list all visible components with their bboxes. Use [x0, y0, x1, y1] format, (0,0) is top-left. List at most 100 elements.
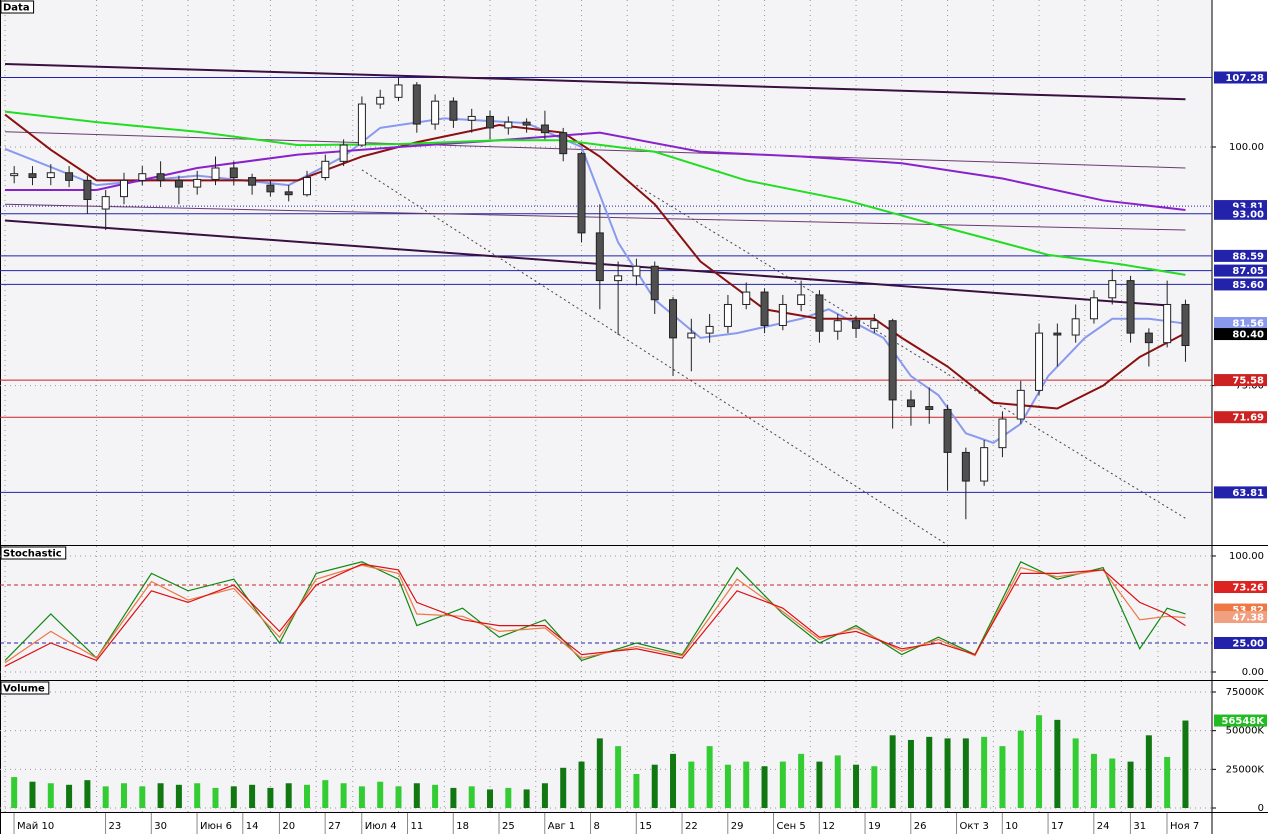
volume-bar	[304, 784, 311, 809]
volume-bar	[450, 787, 457, 809]
axis-label: 85.60	[1232, 280, 1264, 291]
volume-bar	[157, 783, 164, 809]
candle-body	[394, 84, 403, 98]
candle-body	[10, 173, 19, 177]
candle-body	[339, 144, 348, 162]
volume-bar	[340, 783, 347, 809]
candle-body	[723, 303, 732, 327]
y-tick-label: 100.00	[1229, 142, 1264, 153]
axis-label-box	[1214, 264, 1267, 277]
volume-bar	[175, 784, 182, 809]
trend-line	[5, 203, 1186, 231]
x-tick-label: 23	[109, 821, 122, 832]
volume-bar	[194, 783, 201, 809]
volume-bar	[358, 786, 365, 809]
volume-bar	[816, 761, 823, 809]
candle-body	[46, 172, 55, 179]
x-tick-label: 26	[914, 821, 927, 832]
volume-bar	[47, 783, 54, 809]
candle-body	[504, 121, 513, 129]
volume-bar	[1145, 735, 1152, 809]
candle-body	[1089, 297, 1098, 320]
x-tick-label: Июл 4	[365, 821, 397, 832]
axis-label-box	[1214, 486, 1267, 499]
volume-bar	[487, 789, 494, 809]
x-tick-label: 14	[246, 821, 259, 832]
candle-body	[486, 115, 495, 129]
axis-label-box	[1214, 278, 1267, 291]
volume-bar	[1109, 758, 1116, 809]
volume-bar	[505, 787, 512, 809]
axis-label: 75.58	[1232, 376, 1264, 387]
volume-bar	[743, 761, 750, 809]
volume-bar	[871, 766, 878, 809]
candle-body	[650, 265, 659, 301]
volume-bar	[1164, 756, 1171, 809]
volume-bar	[139, 786, 146, 809]
x-tick-label: 18	[456, 821, 469, 832]
candle-body	[522, 121, 531, 126]
candle-body	[193, 178, 202, 188]
y-tick-label: 0	[1258, 803, 1264, 814]
candle-body	[595, 232, 604, 282]
candle-body	[833, 320, 842, 332]
candle-body	[852, 320, 861, 329]
y-tick-label: 50000K	[1226, 726, 1265, 737]
candle-body	[449, 100, 458, 121]
candle-body	[577, 153, 586, 234]
axis-label-box	[1214, 316, 1267, 329]
x-tick-label: 15	[639, 821, 652, 832]
panel-title-box	[0, 681, 50, 695]
volume-bar	[1127, 761, 1134, 809]
candle-body	[906, 399, 915, 408]
volume-bar	[322, 780, 329, 809]
volume-bar	[688, 761, 695, 809]
candle-body	[101, 196, 110, 210]
volume-bar	[1054, 719, 1061, 809]
candle-body	[229, 167, 238, 179]
candle-body	[156, 173, 165, 181]
y-tick-label: 100.00	[1229, 551, 1264, 562]
volume-bar	[1182, 720, 1189, 809]
moving-average	[4, 113, 1186, 410]
volume-bar	[120, 783, 127, 809]
volume-bar	[578, 761, 585, 809]
candle-body	[248, 177, 257, 186]
candle-body	[321, 160, 330, 179]
volume-bar	[84, 780, 91, 809]
axis-label-box	[1214, 71, 1267, 84]
candle-body	[797, 294, 806, 305]
volume-bar	[615, 746, 622, 809]
volume-bar	[212, 787, 219, 809]
x-tick-label: 30	[154, 821, 167, 832]
volume-bar	[560, 767, 567, 809]
trend-line	[5, 131, 1186, 169]
x-tick-label: Окт 3	[960, 821, 989, 832]
axis-label: 87.05	[1232, 266, 1264, 277]
candle-body	[1053, 332, 1062, 336]
candle-body	[1071, 318, 1080, 336]
trend-line	[361, 169, 948, 546]
candle-body	[1144, 332, 1153, 344]
candle-body	[174, 179, 183, 188]
candle-body	[303, 177, 312, 196]
candle-body	[815, 294, 824, 332]
candle-body	[632, 265, 641, 277]
x-tick-label: 19	[868, 821, 881, 832]
candle-body	[412, 84, 421, 125]
candle-body	[687, 332, 696, 339]
axis-label-box	[1214, 714, 1267, 727]
axis-label: 93.00	[1232, 209, 1264, 220]
plot-background	[0, 0, 1212, 812]
candle-body	[28, 173, 37, 179]
x-tick-label: Сен 5	[777, 821, 806, 832]
candle-body	[284, 191, 293, 196]
trend-line	[636, 184, 1186, 519]
panel-title-box	[0, 0, 35, 14]
candle-body	[778, 303, 787, 326]
candle-body	[961, 451, 970, 482]
volume-bar	[432, 784, 439, 809]
axis-label-box	[1214, 249, 1267, 262]
volume-bar	[779, 761, 786, 809]
volume-bar	[285, 783, 292, 809]
